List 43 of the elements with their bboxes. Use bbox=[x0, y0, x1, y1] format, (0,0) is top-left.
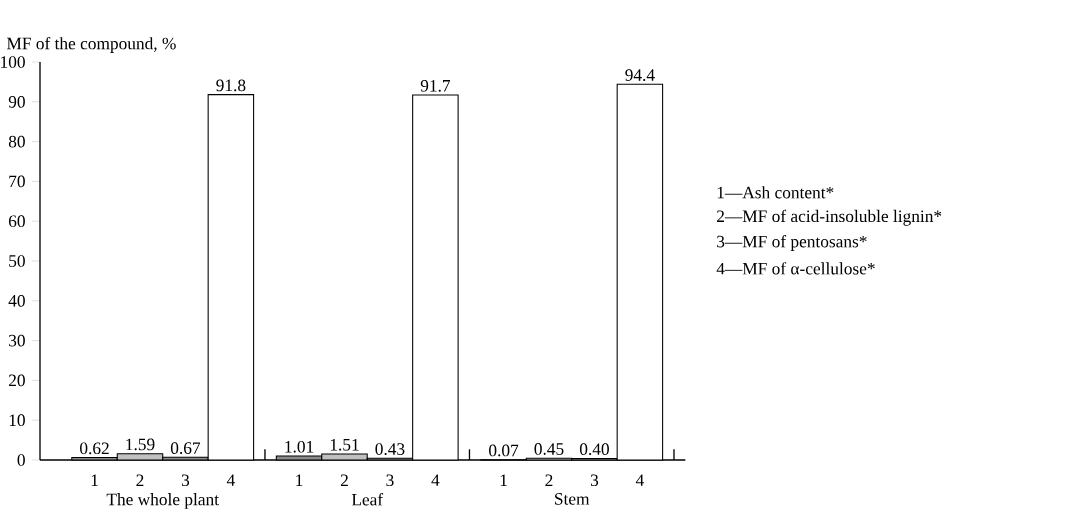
data-label: 0.40 bbox=[579, 443, 609, 456]
y-tick-label: 50 bbox=[9, 255, 25, 267]
y-tick-label: 100 bbox=[1, 56, 25, 68]
text: 1—Ash content* bbox=[717, 186, 834, 199]
x-tick-label: 1 bbox=[500, 474, 507, 486]
data-label: 1.59 bbox=[126, 438, 155, 451]
data-label: 0.07 bbox=[489, 444, 519, 457]
y-tick-label: 10 bbox=[9, 414, 25, 427]
x-tick-label: 2 bbox=[340, 474, 348, 486]
x-tick-label: 3 bbox=[386, 474, 394, 487]
x-tick-label: 1 bbox=[296, 474, 303, 486]
text: 3—MF of pentosans* bbox=[717, 235, 867, 251]
text: 2—MF of acid-insoluble lignin* bbox=[717, 209, 942, 226]
data-label: 1.01 bbox=[285, 440, 314, 453]
text: The whole plant bbox=[106, 493, 219, 509]
y-axis-title: MF of the compound, % bbox=[6, 36, 176, 53]
x-tick-label: 2 bbox=[545, 474, 553, 486]
text: 4—MF of α-cellulose* bbox=[716, 262, 875, 275]
data-label: 91.8 bbox=[216, 79, 246, 92]
text: Stem bbox=[555, 493, 590, 505]
data-label: 0.62 bbox=[80, 442, 109, 455]
x-tick-label: 4 bbox=[431, 474, 440, 486]
y-tick-label: 30 bbox=[9, 334, 25, 347]
data-label: 0.45 bbox=[534, 443, 564, 455]
y-tick-label: 90 bbox=[8, 95, 25, 108]
x-tick-label: 3 bbox=[590, 474, 599, 487]
data-label: 0.67 bbox=[170, 442, 201, 455]
text: Leaf bbox=[351, 493, 384, 506]
x-tick-label: 2 bbox=[136, 474, 144, 486]
data-label: 94.4 bbox=[625, 69, 655, 81]
y-tick-label: 20 bbox=[8, 374, 25, 387]
data-label: 91.7 bbox=[420, 79, 451, 92]
y-tick-label: 80 bbox=[8, 135, 25, 148]
y-tick-label: 70 bbox=[9, 175, 25, 188]
x-tick-label: 4 bbox=[226, 474, 235, 486]
data-label: 1.51 bbox=[330, 438, 359, 451]
data-label: 0.43 bbox=[375, 443, 405, 455]
x-tick-label: 4 bbox=[635, 474, 644, 486]
y-tick-label: 60 bbox=[8, 215, 25, 228]
y-tick-label: 40 bbox=[8, 294, 25, 307]
x-tick-label: 3 bbox=[181, 474, 190, 487]
x-tick-label: 1 bbox=[91, 474, 98, 486]
y-tick-label: 0 bbox=[17, 454, 25, 466]
